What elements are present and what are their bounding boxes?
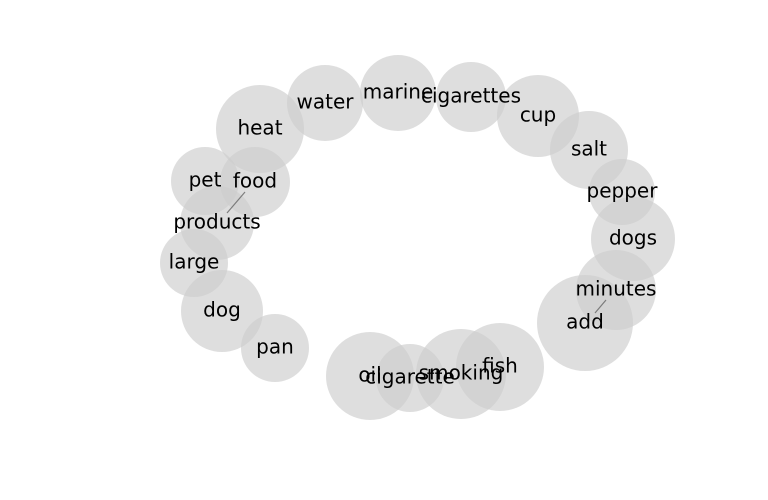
word-label-pet: pet [189, 168, 222, 192]
word-label-cup: cup [520, 103, 556, 127]
bubble-cigarettes [436, 62, 506, 132]
word-label-products: products [173, 210, 260, 234]
word-label-minutes: minutes [576, 277, 657, 301]
word-label-cigarette: cigarette [365, 365, 455, 389]
link-food-products [226, 191, 246, 214]
bubble-fish [456, 323, 544, 411]
word-label-add: add [566, 310, 604, 334]
word-label-pan: pan [256, 335, 294, 359]
word-label-cigarettes: cigarettes [421, 84, 521, 108]
word-label-large: large [169, 250, 220, 274]
word-label-dogs: dogs [609, 226, 657, 250]
bubble-pan [241, 314, 309, 382]
word-label-pepper: pepper [587, 179, 659, 203]
bubble-heat [216, 85, 304, 173]
link-layer [226, 191, 607, 314]
word-label-dog: dog [203, 298, 241, 322]
word-label-water: water [297, 90, 355, 114]
word-label-marine: marine [363, 80, 434, 104]
word-label-salt: salt [571, 137, 607, 161]
bubble-add [537, 275, 633, 371]
link-minutes-add [594, 299, 607, 314]
word-label-smoking: smoking [419, 361, 504, 385]
bubble-layer [160, 55, 675, 420]
bubble-water [287, 65, 363, 141]
word-label-food: food [233, 169, 277, 193]
word-label-heat: heat [237, 116, 282, 140]
bubble-dog [181, 270, 263, 352]
bubble-marine [360, 55, 436, 131]
word-label-fish: fish [482, 354, 518, 378]
word-label-oil: oil [358, 363, 381, 387]
